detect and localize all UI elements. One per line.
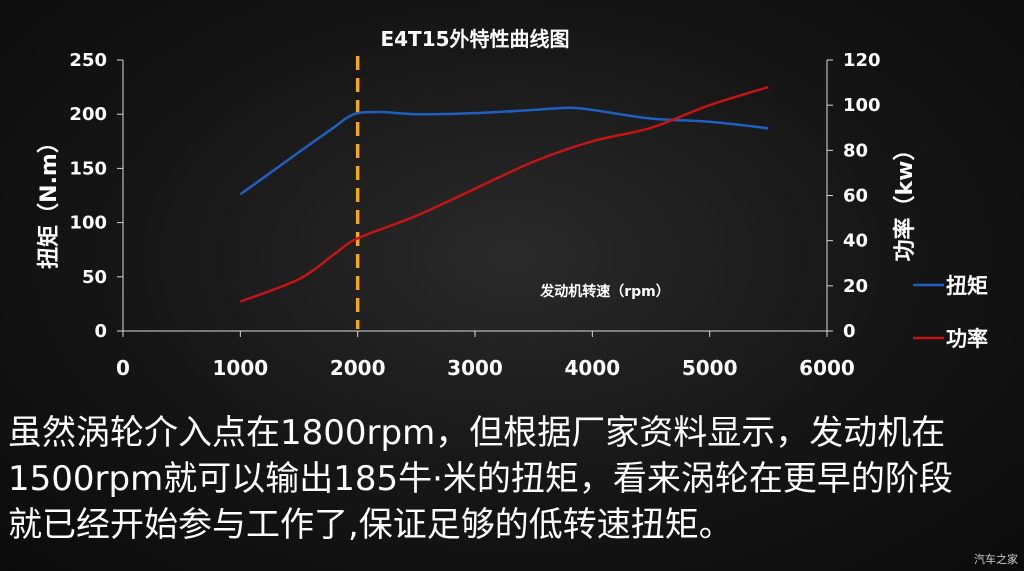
y-left-tick-label: 0 xyxy=(94,321,107,342)
x-tick-label: 5000 xyxy=(682,356,738,380)
caption-text: 虽然涡轮介入点在1800rpm，但根据厂家资料显示，发动机在 1500rpm就可… xyxy=(8,410,1020,548)
x-axis-label: 发动机转速（rpm） xyxy=(539,283,670,300)
y-left-tick-label: 150 xyxy=(69,158,107,179)
y-right-tick-label: 80 xyxy=(843,140,868,161)
x-tick-label: 6000 xyxy=(799,356,855,380)
series-line-power xyxy=(239,85,769,303)
caption-line: 就已经开始参与工作了,保证足够的低转速扭矩。 xyxy=(8,505,733,545)
y-left-tick-label: 50 xyxy=(82,267,107,288)
y-right-tick-label: 120 xyxy=(843,50,881,71)
series-line-torque xyxy=(239,106,769,196)
caption-line: 1500rpm就可以输出185牛·米的扭矩，看来涡轮在更早的阶段 xyxy=(8,459,953,499)
y-axis-left-label: 扭矩（N.m） xyxy=(36,131,62,269)
chart-axes: 0 50 100 150 200 250 0 20 40 60 80 100 120 0 1000 2000 3… xyxy=(69,50,880,380)
y-right-tick-label: 0 xyxy=(843,321,856,342)
y-right-tick-label: 100 xyxy=(843,95,881,116)
x-tick-label: 3000 xyxy=(447,356,503,380)
x-tick-label: 4000 xyxy=(564,356,620,380)
legend-label: 功率 xyxy=(946,327,988,351)
series-group xyxy=(239,85,769,303)
y-axis-right-label: 功率（kw） xyxy=(892,139,918,262)
engine-characteristic-chart: E4T15外特性曲线图 0 50 100 150 200 250 0 20 40 60 80 100 1… xyxy=(36,27,988,380)
legend-label: 扭矩 xyxy=(946,274,988,298)
y-right-tick-label: 20 xyxy=(843,276,868,297)
caption-line: 虽然涡轮介入点在1800rpm，但根据厂家资料显示，发动机在 xyxy=(8,413,946,453)
y-right-tick-label: 60 xyxy=(843,186,868,207)
watermark: 汽车之家 xyxy=(974,553,1018,566)
x-tick-label: 0 xyxy=(116,356,130,380)
y-left-tick-label: 100 xyxy=(69,213,107,234)
y-left-tick-label: 250 xyxy=(69,50,107,71)
y-left-tick-label: 200 xyxy=(69,104,107,125)
x-tick-label: 2000 xyxy=(330,356,386,380)
chart-title: E4T15外特性曲线图 xyxy=(380,27,569,51)
x-tick-label: 1000 xyxy=(212,356,268,380)
y-right-tick-label: 40 xyxy=(843,231,868,252)
